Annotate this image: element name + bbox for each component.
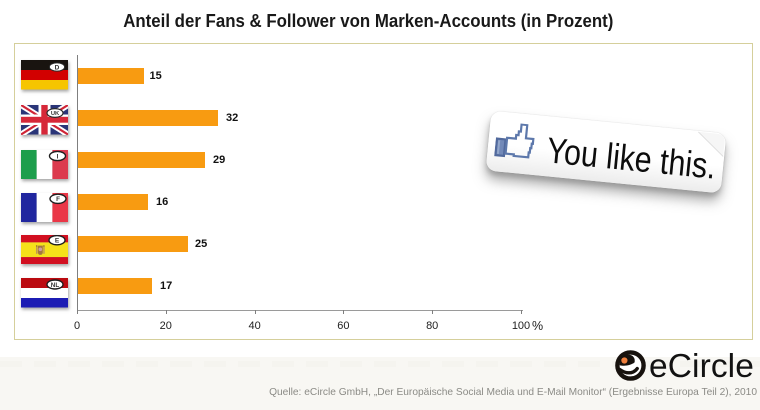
svg-text:NL: NL [51, 282, 60, 289]
svg-text:UK: UK [51, 111, 60, 117]
svg-text:I: I [57, 153, 59, 160]
svg-text:E: E [55, 237, 60, 244]
svg-text:F: F [56, 196, 60, 203]
svg-text:D: D [55, 64, 60, 71]
